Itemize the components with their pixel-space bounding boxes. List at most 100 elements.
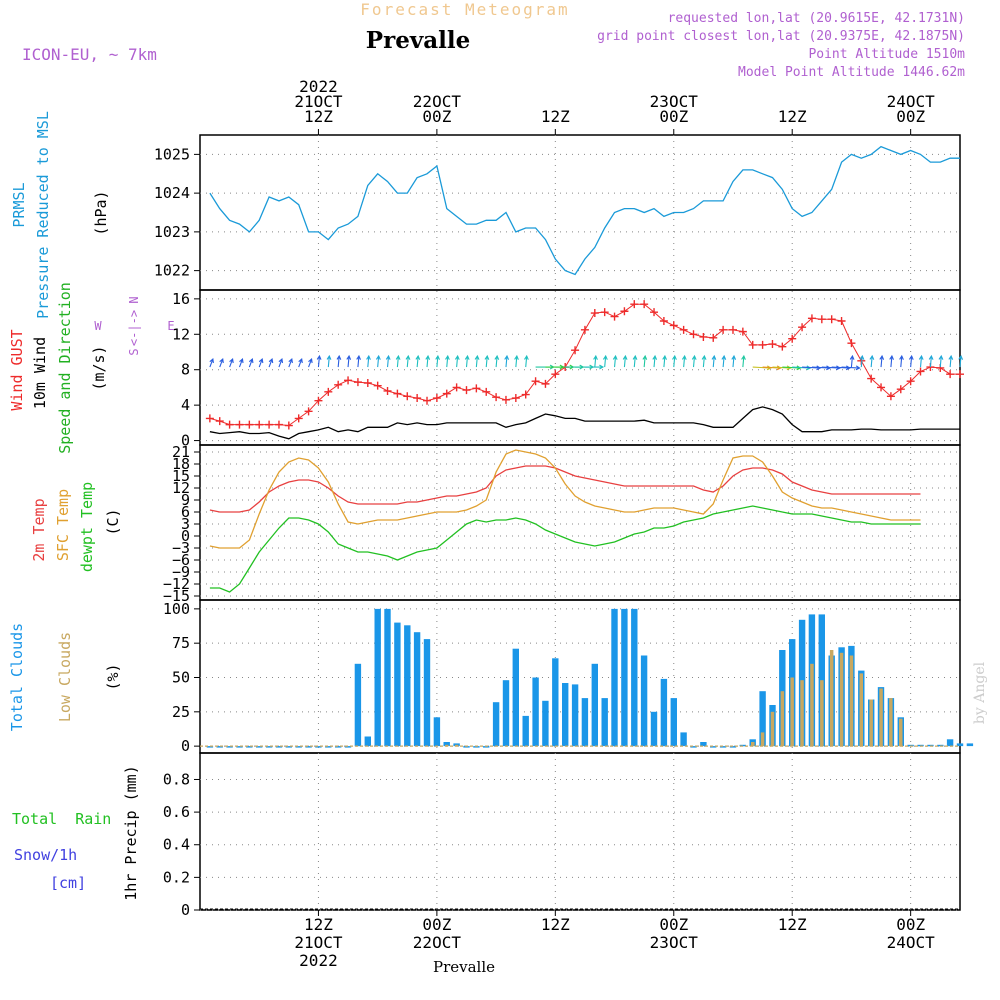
model-label: ICON-EU, ~ 7km	[22, 45, 157, 64]
panel-frame-4	[199, 752, 961, 911]
wind-direction-arrow	[248, 357, 254, 368]
wind-direction-arrow	[701, 354, 707, 368]
total-clouds-bar	[621, 608, 628, 747]
wind-gust-point	[294, 414, 303, 423]
wind-gust-point	[551, 370, 560, 379]
wind-gust-point	[877, 383, 886, 392]
wind-direction-arrow	[958, 354, 964, 368]
wind-direction-arrow	[336, 354, 342, 368]
panel-frames	[199, 134, 961, 911]
wind-gust-point	[827, 315, 836, 324]
low-clouds-bar	[820, 680, 824, 747]
wind-gust-point	[472, 384, 481, 393]
y-tick-label: 12	[172, 325, 190, 343]
pressure-msl-label: Pressure Reduced to MSL	[34, 111, 52, 319]
wind-gust-point	[462, 386, 471, 395]
wind-gust-point	[541, 379, 550, 388]
total-clouds-bar	[364, 736, 371, 747]
wind-direction-arrow	[524, 354, 529, 368]
wind-direction-arrow	[899, 354, 904, 368]
compass-w: W	[94, 319, 102, 333]
total-clouds-bar	[710, 746, 717, 748]
total-clouds-bar	[680, 732, 687, 747]
wind-direction-arrow	[908, 354, 914, 368]
x-tick-label-bottom: 12Z	[541, 915, 570, 934]
wind-direction-arrow	[238, 357, 244, 368]
chart-supertitle: Forecast Meteogram	[360, 0, 569, 19]
wind-direction-arrow	[464, 354, 470, 368]
y-tick-label: 4	[181, 396, 190, 414]
wind-direction-arrow	[721, 354, 727, 368]
wind-direction-arrow	[593, 354, 598, 368]
wind-gust-point	[748, 340, 757, 349]
wind-gust-point	[956, 370, 964, 379]
x-tick-label-top: 22OCT	[413, 92, 462, 111]
total-clouds-bar	[640, 655, 648, 747]
wind-direction-arrow	[879, 354, 885, 368]
low-clouds-bar	[869, 699, 873, 747]
wind-gust-point	[817, 315, 826, 324]
wind-gust-point	[521, 390, 530, 399]
wind-gust-point	[442, 389, 451, 398]
low-clouds-bar	[800, 680, 804, 747]
wind-direction-arrow	[612, 354, 618, 368]
wind-direction-arrow	[375, 354, 381, 368]
footer-location: Prevalle	[433, 958, 495, 976]
total-clouds-bar	[275, 746, 283, 748]
wind-gust-point	[886, 392, 895, 401]
wind-direction-arrow	[681, 354, 687, 368]
wind-direction-arrow	[445, 354, 450, 368]
wind-direction-arrow	[662, 354, 668, 368]
total-clouds-bar	[492, 702, 500, 747]
wind-gust-point	[728, 325, 737, 334]
y-tick-label: 21	[172, 443, 190, 461]
total-clouds-bar	[236, 746, 243, 748]
low-clouds-bar	[810, 663, 814, 747]
sfc-temp-line	[209, 449, 921, 549]
prmsl-label: PRMSL	[10, 182, 28, 227]
compass-mid: <-|->	[127, 310, 141, 346]
wind-direction-arrow	[258, 357, 264, 368]
grid-lines	[194, 135, 960, 911]
x-tick-label-bottom: 00Z	[659, 915, 688, 934]
wind-gust-point	[255, 420, 264, 429]
wind-gust-point	[807, 314, 816, 323]
x-tick-label-bottom: 00Z	[422, 915, 451, 934]
y-tick-label: 1025	[154, 145, 190, 163]
chart-title: Prevalle	[366, 27, 470, 54]
total-clouds-bar	[374, 608, 381, 747]
wind-direction-arrow	[504, 354, 510, 368]
x-tick-label-bottom: 23OCT	[650, 933, 699, 952]
total-clouds-bar	[413, 632, 421, 747]
total-clouds-bar	[650, 711, 658, 747]
wind-unit-label: (m/s)	[90, 345, 108, 390]
wind-direction-arrow	[385, 354, 391, 368]
point-altitude: Point Altitude 1510m	[808, 47, 965, 62]
wind-direction-arrow	[731, 354, 737, 368]
total-clouds-bar	[571, 684, 579, 747]
x-tick-label-top: 00Z	[659, 107, 688, 126]
wind-gust-point	[630, 300, 639, 309]
total-clouds-bar	[483, 746, 490, 748]
y-tick-label: −6	[172, 551, 190, 569]
total-clouds-label: Total Clouds	[8, 623, 26, 731]
pressure-unit-label: (hPa)	[92, 190, 110, 235]
low-clouds-bar	[839, 652, 844, 747]
x-tick-label-top: 2022	[299, 77, 338, 96]
total-clouds-bar	[453, 743, 460, 747]
x-tick-label-top: 12Z	[304, 107, 333, 126]
wind-gust-point	[906, 377, 915, 386]
data-marks	[200, 145, 974, 910]
wind-direction-arrow	[938, 354, 944, 368]
wind-direction-arrow	[859, 354, 865, 368]
low-clouds-bar	[454, 744, 459, 747]
x-tick-label-top: 21OCT	[294, 92, 343, 111]
y-tick-label: −9	[172, 563, 190, 581]
wind-gust-point	[423, 396, 432, 405]
wind-gust-point	[383, 386, 392, 395]
wind-direction-arrow	[672, 354, 677, 368]
total-clouds-bar	[216, 746, 223, 748]
total-clouds-bar	[670, 698, 677, 747]
wind-gust-point	[610, 312, 619, 321]
